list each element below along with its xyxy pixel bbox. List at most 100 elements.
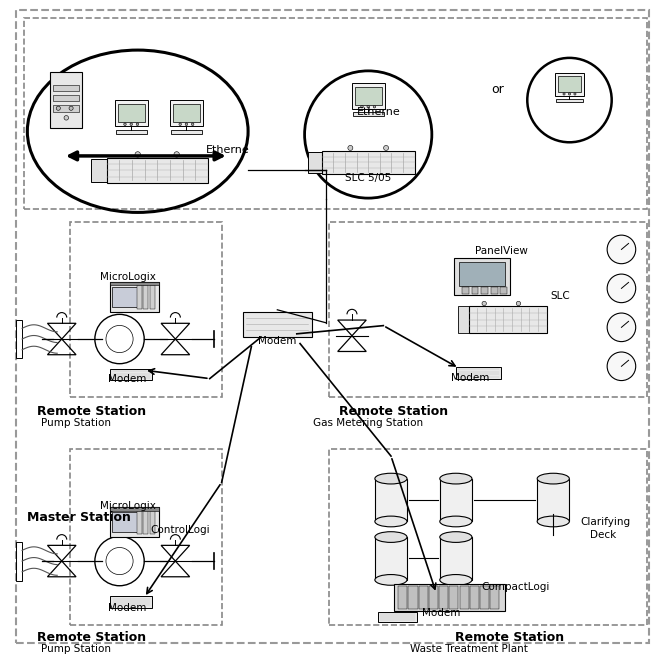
Text: Modem: Modem (422, 608, 460, 618)
Bar (329, 222, 648, 397)
Ellipse shape (537, 473, 569, 484)
Bar (490, 586, 499, 609)
Ellipse shape (375, 532, 407, 543)
Bar (17, 319, 22, 359)
FancyBboxPatch shape (115, 101, 148, 126)
Circle shape (373, 106, 376, 108)
Text: Remote Station: Remote Station (339, 405, 448, 419)
Bar (110, 507, 159, 510)
FancyBboxPatch shape (556, 99, 583, 102)
Bar (150, 510, 154, 534)
Circle shape (135, 152, 140, 157)
Text: PanelView: PanelView (475, 246, 528, 256)
Text: Deck: Deck (591, 530, 616, 540)
Bar (419, 586, 428, 609)
FancyBboxPatch shape (555, 73, 584, 95)
Bar (454, 258, 510, 296)
FancyBboxPatch shape (170, 101, 203, 126)
Bar (469, 306, 547, 333)
Bar (137, 510, 142, 534)
Bar (110, 282, 159, 312)
FancyBboxPatch shape (171, 130, 202, 134)
Bar (355, 87, 382, 105)
Bar (378, 612, 417, 622)
Text: MicroLogix: MicroLogix (100, 501, 156, 511)
Bar (558, 76, 581, 93)
Circle shape (69, 106, 73, 110)
Text: Remote Station: Remote Station (37, 631, 146, 645)
Bar (24, 18, 648, 209)
FancyBboxPatch shape (352, 83, 384, 108)
Circle shape (174, 152, 180, 157)
Bar (17, 541, 22, 581)
Bar (143, 285, 148, 309)
Text: Modem: Modem (108, 603, 147, 613)
Text: Remote Station: Remote Station (37, 405, 146, 419)
Bar (53, 105, 79, 112)
Text: Pump Station: Pump Station (41, 644, 111, 654)
Circle shape (574, 93, 576, 95)
Bar (143, 510, 148, 534)
Circle shape (360, 106, 363, 108)
Circle shape (185, 123, 188, 125)
Bar (394, 583, 505, 611)
Bar (440, 478, 472, 522)
Circle shape (569, 93, 571, 95)
Bar (537, 478, 569, 522)
Bar (53, 95, 79, 101)
Bar (150, 285, 154, 309)
Text: Modem: Modem (258, 336, 297, 346)
Circle shape (348, 145, 353, 150)
Circle shape (57, 106, 61, 110)
Bar (329, 449, 648, 625)
Text: Waste Treatment Plant: Waste Treatment Plant (410, 644, 528, 654)
Bar (118, 104, 145, 122)
Bar (110, 507, 159, 537)
Bar (458, 306, 469, 333)
Text: Etherne: Etherne (357, 107, 401, 117)
Ellipse shape (375, 473, 407, 484)
Circle shape (130, 123, 132, 125)
Bar (470, 586, 479, 609)
Bar (439, 586, 448, 609)
Text: Pump Station: Pump Station (41, 419, 111, 428)
Text: Master Station: Master Station (27, 511, 131, 524)
Bar (322, 151, 415, 174)
Bar (243, 311, 312, 336)
Bar (110, 597, 152, 608)
Ellipse shape (375, 574, 407, 585)
Bar (53, 85, 79, 91)
Circle shape (607, 352, 636, 380)
Bar (112, 287, 138, 307)
Circle shape (607, 313, 636, 342)
Circle shape (179, 123, 182, 125)
Circle shape (136, 123, 139, 125)
Bar (110, 369, 152, 380)
Bar (112, 512, 138, 532)
Text: Modem: Modem (108, 374, 147, 384)
Ellipse shape (440, 473, 472, 484)
Bar (491, 287, 497, 294)
Text: SLC 5/05: SLC 5/05 (345, 173, 391, 183)
Circle shape (482, 302, 486, 306)
Bar (307, 152, 322, 173)
Circle shape (563, 93, 565, 95)
Text: Clarifying: Clarifying (581, 517, 630, 527)
Circle shape (64, 116, 68, 120)
Bar (375, 537, 407, 580)
Text: Gas Metering Station: Gas Metering Station (313, 419, 424, 428)
FancyBboxPatch shape (116, 130, 147, 134)
Text: CompactLogi: CompactLogi (482, 582, 550, 592)
Circle shape (607, 235, 636, 263)
Circle shape (367, 106, 370, 108)
Bar (480, 586, 489, 609)
Bar (70, 449, 222, 625)
Circle shape (384, 145, 388, 150)
Bar (462, 287, 469, 294)
Bar (500, 287, 507, 294)
Bar (440, 537, 472, 580)
Bar (70, 222, 222, 397)
Circle shape (516, 302, 521, 306)
Bar (110, 282, 159, 285)
Text: ControlLogi: ControlLogi (150, 526, 209, 535)
